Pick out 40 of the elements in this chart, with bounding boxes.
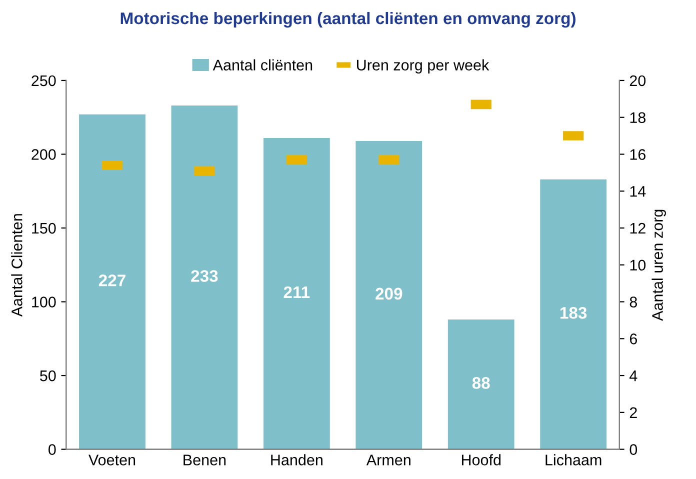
bar — [540, 179, 607, 450]
y-tick-label: 100 — [32, 296, 56, 308]
x-tick-label: Armen — [366, 454, 410, 466]
data-label: 233 — [191, 270, 218, 282]
data-label: 183 — [560, 306, 587, 319]
x-tick-label: Voeten — [88, 454, 136, 466]
y-tick-label: 0 — [48, 444, 56, 455]
y2-tick-label: 0 — [630, 444, 638, 455]
data-label: 211 — [284, 286, 310, 298]
y2-tick-label: 2 — [630, 407, 637, 418]
y-tick-label: 150 — [32, 222, 56, 234]
bar — [448, 319, 514, 450]
bar — [356, 140, 422, 450]
legend-label: Uren zorg per week — [356, 59, 490, 74]
y2-tick-label: 4 — [630, 370, 638, 382]
y2-tick-label: 16 — [630, 149, 646, 160]
y2-tick-label: 20 — [630, 75, 646, 86]
y2-tick-label: 8 — [630, 296, 637, 308]
data-label: 227 — [98, 274, 126, 286]
bar — [171, 106, 238, 450]
data-label: 88 — [472, 377, 490, 389]
y2-axis-title: Aantal uren zorg — [652, 210, 666, 321]
x-tick-label: Hoofd — [462, 454, 501, 466]
y2-tick-label: 14 — [630, 186, 646, 197]
x-tick-label: Handen — [271, 454, 322, 466]
chart-title: Motorische beperkingen (aantal cliënten en omvang zorg) — [120, 12, 576, 28]
y-tick-label: 200 — [32, 149, 56, 160]
data-label: 209 — [376, 288, 402, 300]
y2-tick-label: 6 — [630, 334, 637, 344]
x-tick-label: Lichaam — [546, 454, 602, 466]
y-tick-label: 50 — [40, 370, 56, 382]
bar — [79, 114, 146, 450]
y2-tick-label: 12 — [630, 222, 646, 234]
y-tick-label: 250 — [32, 75, 56, 86]
y2-tick-label: 18 — [630, 112, 646, 124]
y2-tick-label: 10 — [630, 260, 646, 271]
bar — [263, 138, 330, 450]
x-tick-label: Benen — [184, 454, 226, 466]
y-axis-title: Aantal Clienten — [11, 214, 22, 317]
legend-label: Aantal cliënten — [212, 59, 312, 70]
